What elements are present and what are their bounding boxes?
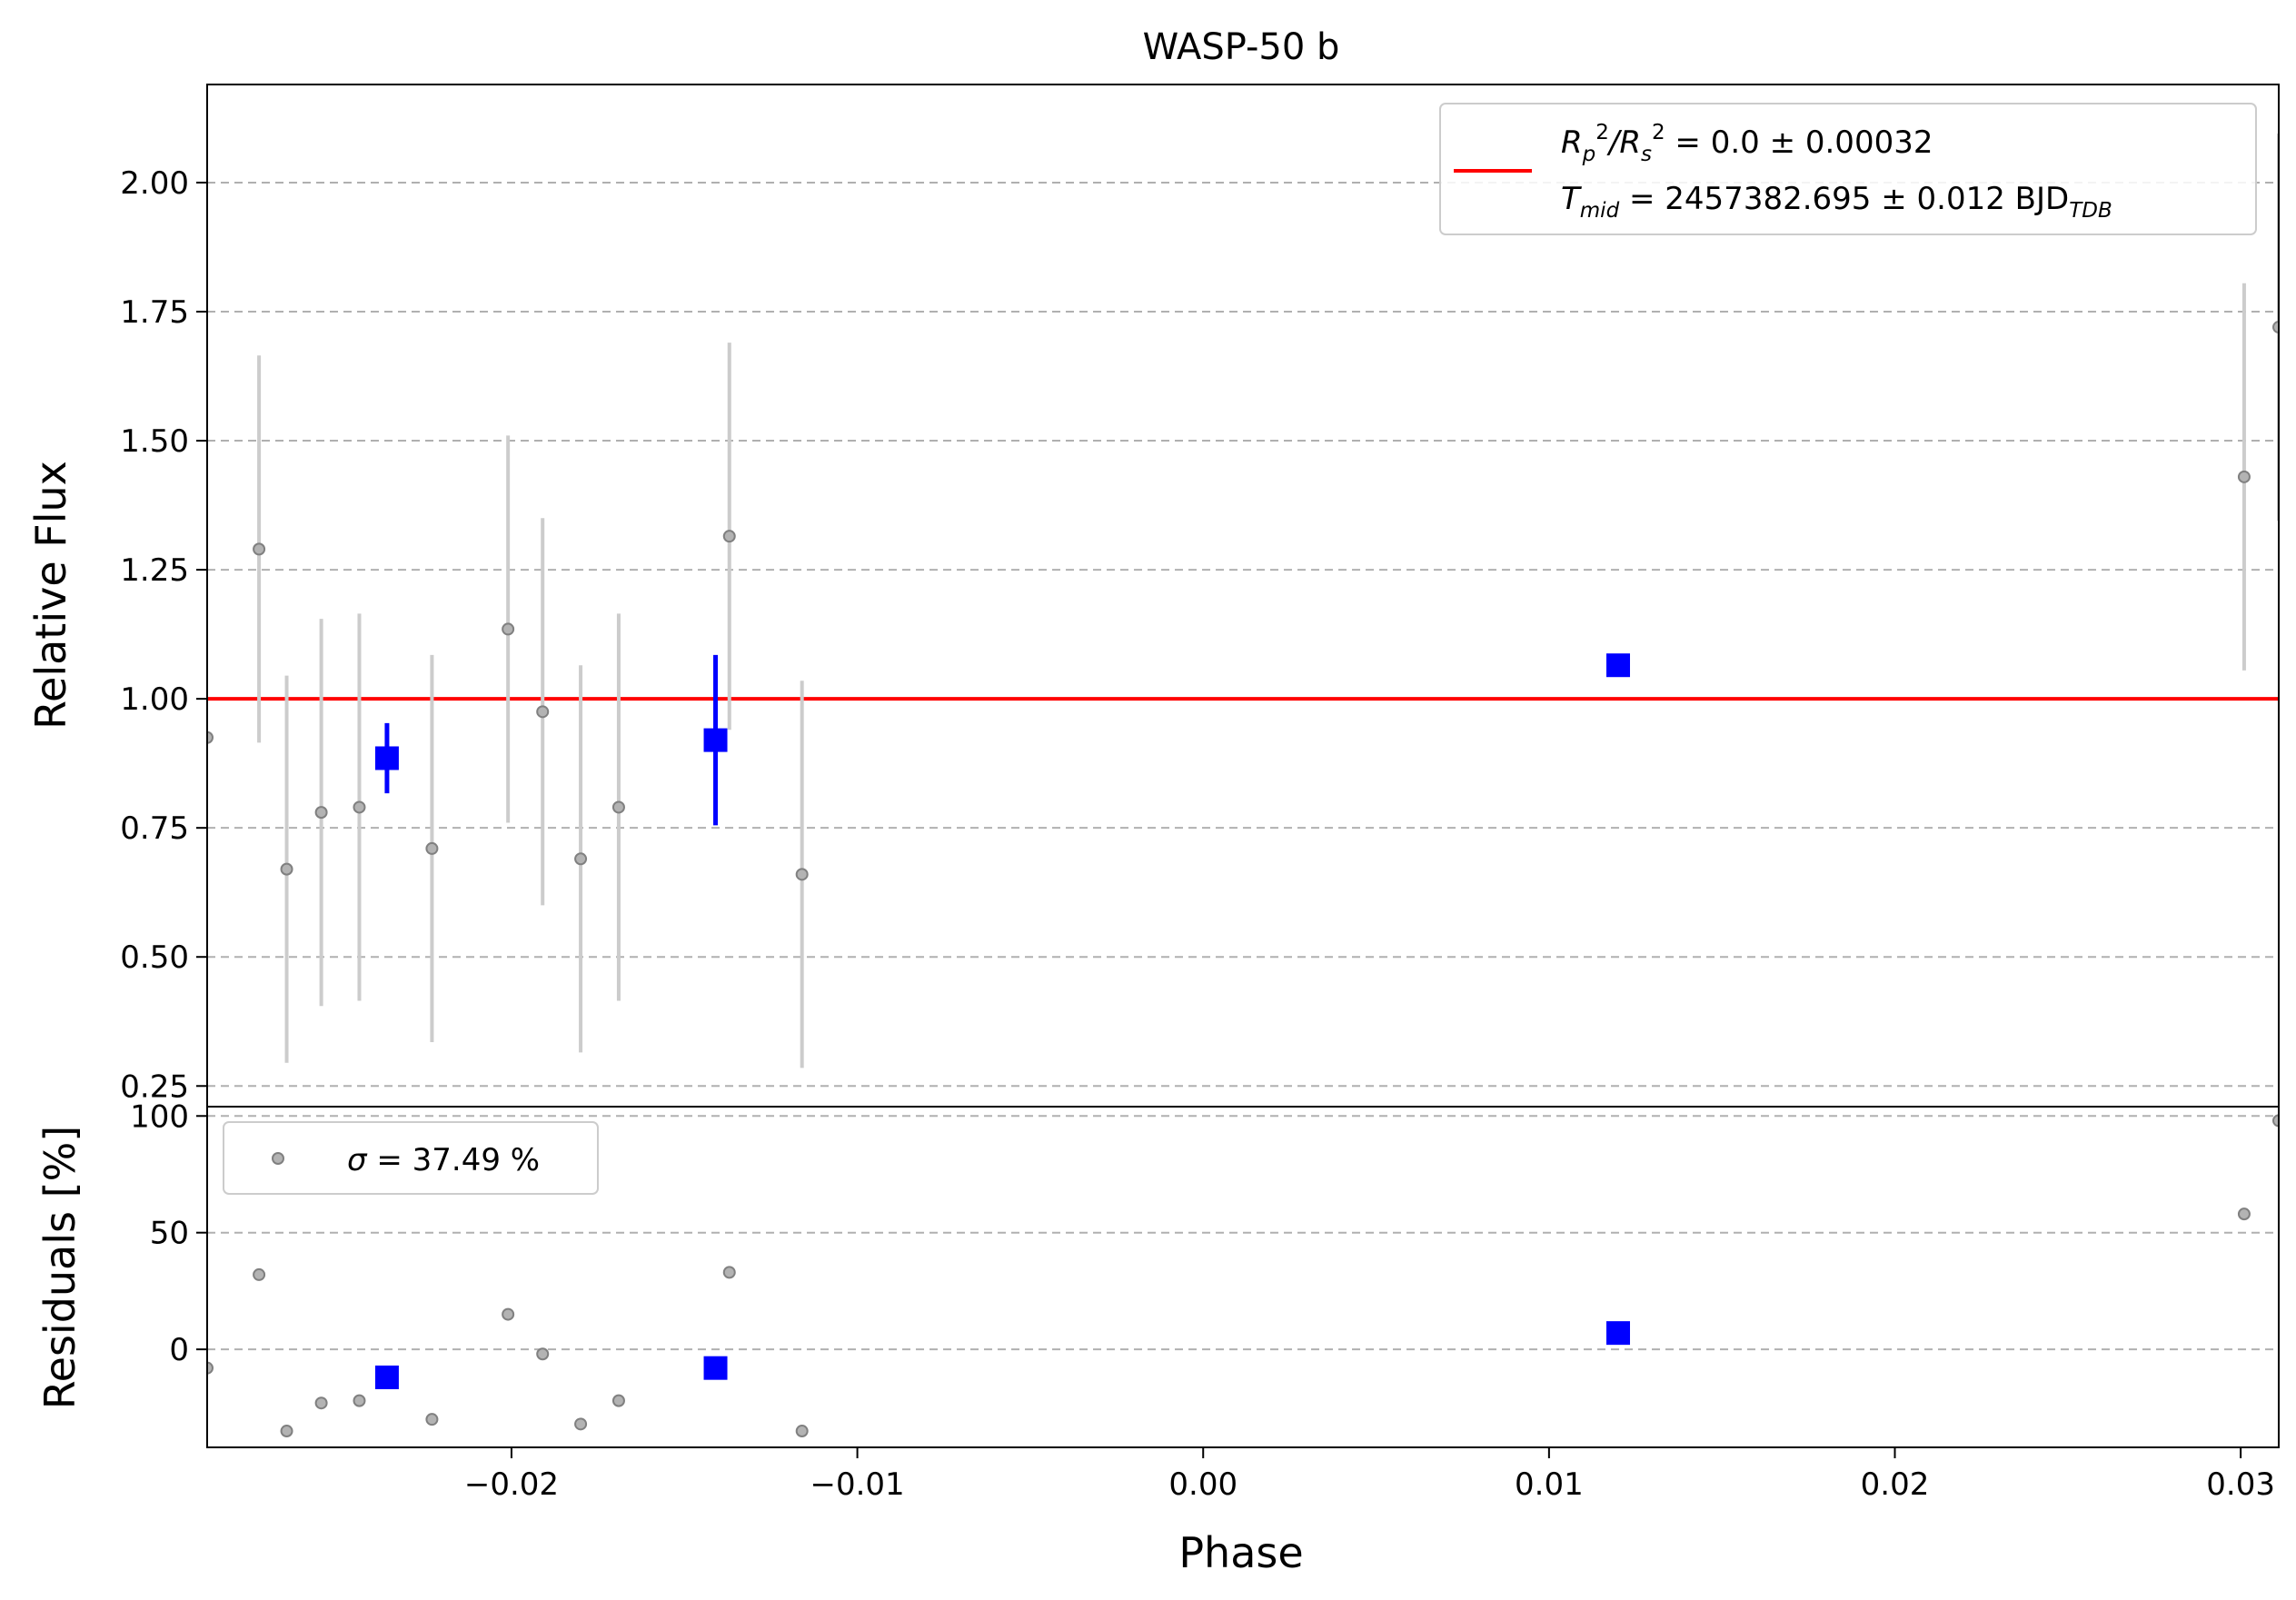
top-gridlines bbox=[207, 181, 2279, 1088]
raw-point bbox=[574, 852, 588, 866]
binned-point bbox=[374, 746, 399, 770]
residual-point bbox=[207, 1361, 214, 1375]
raw-point bbox=[314, 806, 328, 820]
y-tick-label: 1.00 bbox=[120, 681, 189, 718]
residual-point bbox=[536, 1347, 550, 1361]
x-tick-label: 0.01 bbox=[1515, 1466, 1584, 1503]
chart-title: WASP-50 b bbox=[1143, 26, 1340, 68]
bottom-gridlines bbox=[207, 1115, 2279, 1351]
raw-point bbox=[353, 800, 366, 814]
legend-rs-sup: 2 bbox=[1652, 121, 1665, 144]
binned-residual-point bbox=[1605, 1321, 1630, 1346]
y-tick-label: 0.25 bbox=[120, 1068, 189, 1105]
legend-tmid-sub: mid bbox=[1580, 199, 1620, 223]
raw-point bbox=[253, 542, 266, 556]
residual-point bbox=[574, 1417, 588, 1431]
residual-point bbox=[502, 1307, 515, 1321]
legend-rp-sub: p bbox=[1582, 143, 1596, 166]
legend-rp-main: R bbox=[1561, 124, 1583, 161]
x-tick-label: −0.01 bbox=[810, 1466, 904, 1503]
top-axes-frame bbox=[206, 84, 2280, 1108]
legend-sigma-label: σ = 37.49 % bbox=[347, 1142, 540, 1178]
legend-rs-sub: s bbox=[1641, 143, 1652, 166]
legend-tdb-sub: TDB bbox=[2069, 199, 2112, 223]
bottom-raw-points bbox=[207, 1114, 2279, 1438]
raw-point bbox=[2237, 470, 2251, 483]
x-tick-label: 0.00 bbox=[1168, 1466, 1237, 1503]
legend-rs-main: /R bbox=[1606, 124, 1641, 161]
top-panel: 0.25 0.50 0.75 1.00 1.25 1.50 1.75 2.00 Relativ… bbox=[26, 84, 2280, 1108]
binned-point bbox=[1605, 653, 1630, 678]
top-legend-box bbox=[1439, 103, 2257, 235]
raw-point bbox=[2272, 321, 2279, 334]
top-y-axis-label: Relative Flux bbox=[26, 461, 75, 730]
y-tick-label: 0.50 bbox=[120, 939, 189, 976]
legend-rp-value: = 0.0 ± 0.00032 bbox=[1665, 124, 1933, 161]
binned-residual-point bbox=[374, 1365, 399, 1389]
residual-point bbox=[253, 1267, 266, 1281]
bottom-legend: σ = 37.49 % bbox=[223, 1121, 599, 1195]
y-tick-label: 0.75 bbox=[120, 810, 189, 847]
raw-point bbox=[207, 730, 214, 744]
x-tick-label: −0.02 bbox=[464, 1466, 559, 1503]
residual-point bbox=[314, 1396, 328, 1410]
top-raw-points bbox=[207, 133, 2279, 1068]
legend-sigma-symbol: σ bbox=[347, 1142, 368, 1178]
y-tick-label: 2.00 bbox=[120, 165, 189, 202]
x-tick-label: 0.02 bbox=[1861, 1466, 1930, 1503]
y-tick-label: 1.75 bbox=[120, 294, 189, 331]
residual-point bbox=[353, 1394, 366, 1407]
bottom-y-axis-label: Residuals [%] bbox=[35, 1126, 84, 1409]
residual-point bbox=[2237, 1207, 2251, 1221]
raw-point bbox=[722, 530, 736, 543]
bottom-binned-points bbox=[374, 1321, 1630, 1389]
residual-point bbox=[795, 1425, 809, 1438]
bottom-x-ticks: −0.02 −0.01 0.00 0.01 0.02 0.03 bbox=[464, 1447, 2275, 1503]
y-tick-label: 1.25 bbox=[120, 552, 189, 589]
raw-point bbox=[502, 622, 515, 636]
legend-sigma-marker bbox=[272, 1152, 284, 1165]
legend-rp-rs-label: Rp2/Rs2 = 0.0 ± 0.00032 bbox=[1561, 121, 1933, 166]
bottom-y-ticks: 0 50 100 bbox=[130, 1098, 207, 1368]
bottom-axes-frame bbox=[206, 1106, 2280, 1448]
legend-sigma-value: = 37.49 % bbox=[367, 1142, 541, 1178]
legend-tmid-label: Tmid = 2457382.695 ± 0.012 BJDTDB bbox=[1561, 181, 2112, 223]
top-y-ticks: 0.25 0.50 0.75 1.00 1.25 1.50 1.75 2.00 bbox=[120, 165, 207, 1105]
bottom-panel: 0 50 100 −0.02 −0.01 0.00 0.01 0.02 0.03 Residu… bbox=[35, 1098, 2280, 1577]
x-tick-label: 0.03 bbox=[2206, 1466, 2275, 1503]
y-tick-label: 100 bbox=[130, 1098, 189, 1135]
raw-point bbox=[611, 800, 625, 814]
top-binned-points bbox=[374, 653, 1630, 826]
raw-point bbox=[795, 868, 809, 881]
bottom-legend-box bbox=[223, 1121, 599, 1195]
residual-point bbox=[611, 1394, 625, 1407]
top-legend: Rp2/Rs2 = 0.0 ± 0.00032 Tmid = 2457382.6… bbox=[1439, 103, 2257, 235]
raw-point bbox=[280, 862, 293, 876]
legend-tmid-main: T bbox=[1561, 181, 1582, 217]
x-axis-label: Phase bbox=[1178, 1528, 1303, 1577]
raw-point bbox=[536, 705, 550, 719]
legend-tmid-value: = 2457382.695 ± 0.012 BJD bbox=[1619, 181, 2069, 217]
y-tick-label: 1.50 bbox=[120, 423, 189, 460]
y-tick-label: 50 bbox=[150, 1216, 189, 1252]
binned-residual-point bbox=[703, 1356, 728, 1380]
y-tick-label: 0 bbox=[169, 1332, 189, 1368]
residual-point bbox=[2272, 1114, 2279, 1128]
binned-point bbox=[703, 728, 728, 752]
residual-point bbox=[722, 1266, 736, 1279]
raw-point bbox=[425, 841, 439, 855]
residual-point bbox=[280, 1425, 293, 1438]
legend-rp-sup: 2 bbox=[1595, 121, 1609, 144]
residual-point bbox=[425, 1413, 439, 1426]
